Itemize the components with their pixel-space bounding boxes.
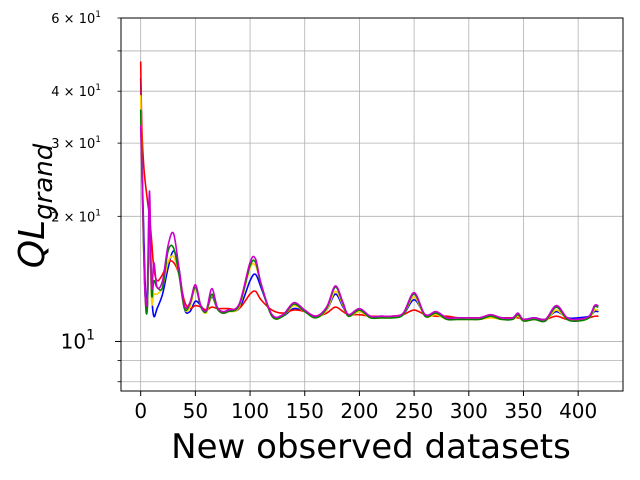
x-tick-label: 50 — [183, 399, 208, 423]
y-tick-exponent: 1 — [95, 208, 101, 218]
y-major-tick-label: 101 — [61, 327, 95, 353]
x-tick-label: 300 — [450, 399, 488, 423]
x-tick-label: 150 — [286, 399, 324, 423]
series-line-4 — [139, 109, 599, 323]
y-axis-label-main: QL — [12, 220, 53, 268]
y-tick-mantissa: 4 × 10 — [51, 85, 95, 100]
x-tick-label: 400 — [559, 399, 597, 423]
x-tick-label: 100 — [231, 399, 269, 423]
y-tick-exponent: 1 — [86, 327, 95, 343]
x-axis-label: New observed datasets — [171, 427, 571, 467]
y-axis-label: QLgrand — [12, 143, 59, 268]
series-line-2 — [139, 61, 599, 321]
y-minor-tick-label: 4 × 101 — [51, 83, 101, 100]
y-tick-mantissa: 3 × 10 — [51, 137, 95, 152]
y-axis-label-subscript: grand — [29, 143, 59, 220]
y-minor-tick-label: 6 × 101 — [51, 10, 101, 27]
y-minor-tick-label: 3 × 101 — [51, 135, 101, 152]
x-tick-label: 250 — [395, 399, 433, 423]
y-tick-base: 10 — [61, 329, 86, 353]
series-line-1 — [139, 77, 599, 321]
y-minor-tick-label: 2 × 101 — [51, 208, 101, 225]
series-line-5 — [139, 125, 599, 321]
grid — [121, 17, 623, 391]
y-tick-mantissa: 2 × 10 — [51, 210, 95, 225]
y-tick-exponent: 1 — [95, 135, 101, 145]
y-tick-exponent: 1 — [95, 10, 101, 20]
series-layer — [139, 61, 599, 323]
axes-frame — [120, 17, 624, 392]
series-line-3 — [139, 94, 599, 323]
x-tick-label: 0 — [134, 399, 147, 423]
x-tick-label: 350 — [504, 399, 542, 423]
x-tick-label: 200 — [340, 399, 378, 423]
y-tick-exponent: 1 — [95, 83, 101, 93]
y-tick-mantissa: 6 × 10 — [51, 12, 95, 27]
